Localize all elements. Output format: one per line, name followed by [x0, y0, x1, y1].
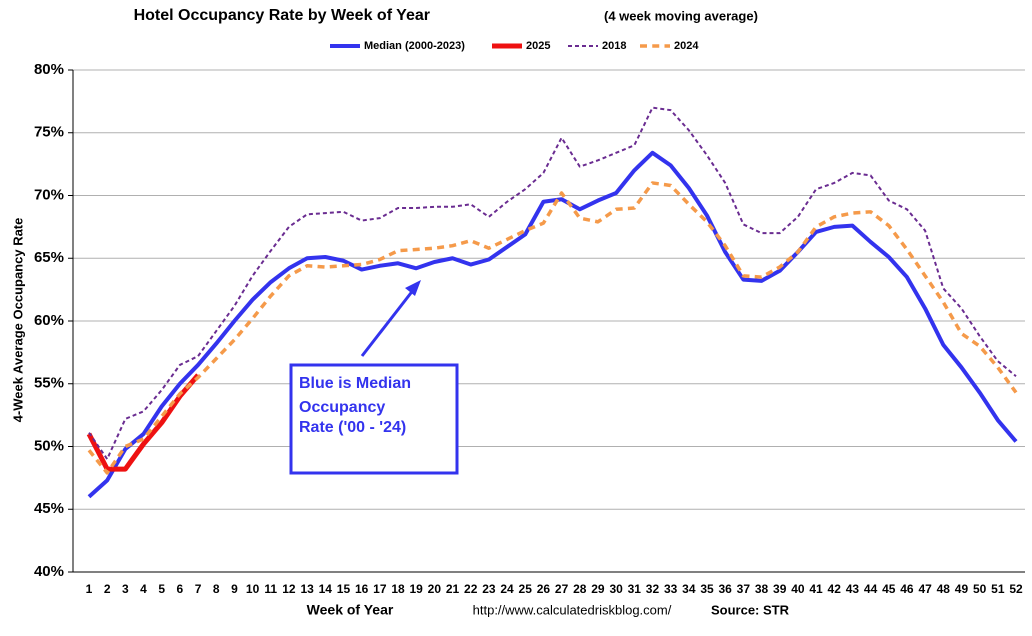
- x-tick-label: 19: [409, 582, 423, 596]
- annotation-line: Occupancy: [299, 399, 385, 416]
- x-tick-label: 11: [264, 582, 277, 596]
- x-tick-label: 8: [213, 582, 220, 596]
- x-tick-label: 9: [231, 582, 238, 596]
- x-tick-label: 45: [882, 582, 896, 596]
- x-tick-label: 46: [900, 582, 914, 596]
- x-tick-label: 36: [718, 582, 732, 596]
- x-tick-label: 21: [446, 582, 460, 596]
- plot-area: 40%45%50%55%60%65%70%75%80%1 2 3 4 5 6 7 8 9 10 11…: [34, 61, 1025, 596]
- x-tick-label: 27: [555, 582, 569, 596]
- x-tick-label: 24: [500, 582, 514, 596]
- x-tick-label: 51: [991, 582, 1005, 596]
- x-tick-label: 12: [282, 582, 296, 596]
- annotation-box: [289, 363, 459, 475]
- x-tick-label: 17: [373, 582, 387, 596]
- arrow-head: [405, 280, 421, 296]
- annotation-arrow: [360, 288, 416, 357]
- x-tick-label: 32: [646, 582, 660, 596]
- x-tick-label: 23: [482, 582, 496, 596]
- series-line: [87, 150, 1018, 499]
- series-line: [88, 106, 1017, 461]
- legend-label: 2025: [526, 40, 550, 52]
- x-tick-label: 52: [1009, 582, 1023, 596]
- x-tick-label: 20: [428, 582, 442, 596]
- x-tick-label: 5: [158, 582, 165, 596]
- x-tick-label: 25: [519, 582, 533, 596]
- annotation-line: Blue is Median: [299, 375, 411, 392]
- y-tick-label: 40%: [34, 563, 64, 580]
- y-axis-label: 4-Week Average Occupancy Rate: [10, 218, 25, 423]
- chart-subtitle: (4 week moving average): [604, 8, 758, 23]
- y-tick-label: 80%: [34, 61, 64, 78]
- x-tick-label: 50: [973, 582, 987, 596]
- x-tick-label: 3: [122, 582, 129, 596]
- x-tick-label: 48: [937, 582, 951, 596]
- x-tick-label: 10: [246, 582, 260, 596]
- y-tick-label: 50%: [34, 437, 64, 454]
- x-tick-label: 38: [755, 582, 769, 596]
- x-tick-label: 47: [918, 582, 932, 596]
- x-tick-label: 1: [86, 582, 93, 596]
- x-tick-label: 43: [846, 582, 860, 596]
- x-tick-label: 44: [864, 582, 878, 596]
- x-tick-label: 14: [319, 582, 333, 596]
- x-tick-label: 37: [737, 582, 751, 596]
- x-tick-label: 15: [337, 582, 351, 596]
- chart-title: Hotel Occupancy Rate by Week of Year: [134, 7, 430, 24]
- x-tick-label: 16: [355, 582, 369, 596]
- x-tick-label: 39: [773, 582, 787, 596]
- y-tick-label: 60%: [34, 312, 64, 329]
- legend-label: Median (2000-2023): [364, 40, 465, 52]
- x-tick-label: 26: [537, 582, 551, 596]
- y-tick-label: 45%: [34, 500, 64, 517]
- x-tick-label: 6: [177, 582, 184, 596]
- y-tick-label: 75%: [34, 124, 64, 141]
- footer-url: http://www.calculatedriskblog.com/: [473, 602, 672, 617]
- annotation-line: Rate ('00 - '24): [299, 419, 406, 436]
- x-tick-label: 49: [955, 582, 969, 596]
- y-tick-label: 65%: [34, 249, 64, 266]
- legend-label: 2024: [674, 40, 699, 52]
- x-tick-label: 31: [628, 582, 642, 596]
- x-tick-label: 28: [573, 582, 587, 596]
- x-tick-label: 7: [195, 582, 202, 596]
- x-axis-label: Week of Year: [307, 602, 394, 618]
- x-tick-label: 29: [591, 582, 605, 596]
- y-tick-label: 55%: [34, 375, 64, 392]
- x-tick-label: 22: [464, 582, 478, 596]
- x-tick-label: 35: [700, 582, 714, 596]
- y-tick-label: 70%: [34, 186, 64, 203]
- x-tick-label: 30: [609, 582, 623, 596]
- footer-source: Source: STR: [711, 602, 790, 617]
- x-tick-label: 4: [140, 582, 147, 596]
- series-line: [86, 373, 200, 472]
- x-tick-label: 41: [809, 582, 823, 596]
- x-tick-label: 34: [682, 582, 696, 596]
- x-tick-label: 2: [104, 582, 111, 596]
- x-tick-label: 40: [791, 582, 805, 596]
- legend-label: 2018: [602, 40, 626, 52]
- x-tick-label: 18: [391, 582, 405, 596]
- x-tick-label: 13: [300, 582, 314, 596]
- x-tick-label: 33: [664, 582, 678, 596]
- x-tick-label: 42: [828, 582, 842, 596]
